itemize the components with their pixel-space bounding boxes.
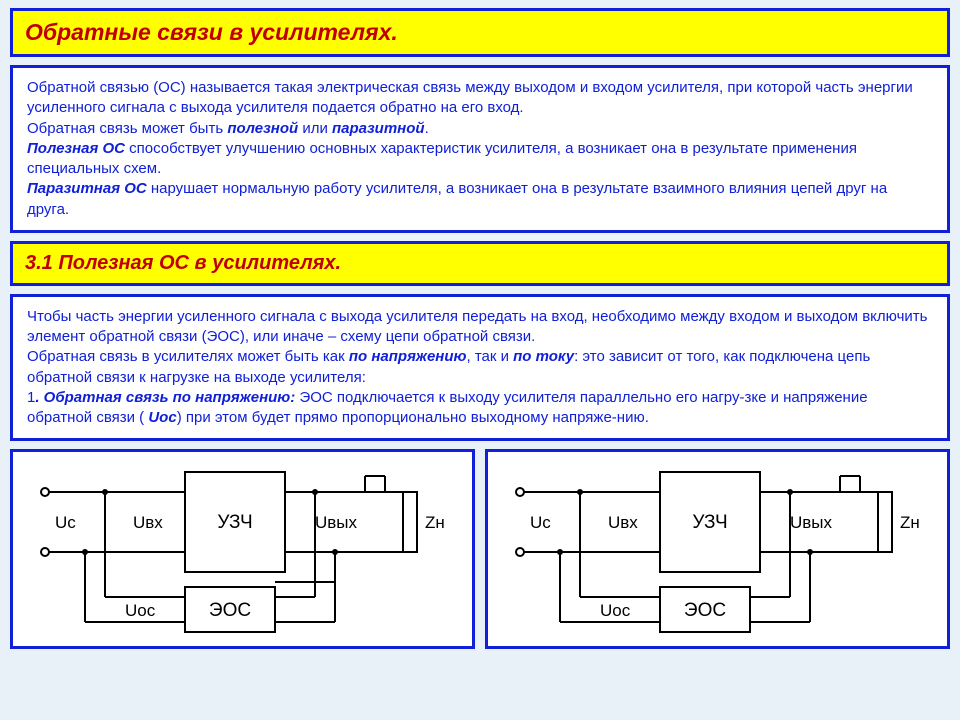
eos-label: ЭОС bbox=[209, 600, 251, 621]
feedback-circuit-svg-right: УЗЧ Zн ЭОС Uс Uвх Uвых bbox=[488, 452, 947, 646]
sb-s3-b: . Обратная связь по напряжению: bbox=[35, 389, 295, 406]
uc-label: Uс bbox=[55, 513, 76, 532]
intro-p3-rest: способствует улучшению основных характер… bbox=[27, 140, 857, 177]
intro-p2-post: . bbox=[425, 120, 429, 137]
zn-label: Zн bbox=[425, 513, 445, 532]
intro-p4-b: Паразитная ОС bbox=[27, 180, 147, 197]
uc-label-r: Uс bbox=[530, 513, 551, 532]
sb-s2-pre: Обратная связь в усилителях может быть к… bbox=[27, 348, 349, 365]
uzch-label-r: УЗЧ bbox=[692, 512, 727, 533]
section-body-panel: Чтобы часть энергии усиленного сигнала с… bbox=[10, 294, 950, 442]
sb-s1: Чтобы часть энергии усиленного сигнала с… bbox=[27, 308, 927, 345]
section-title: 3.1 Полезная ОС в усилителях. bbox=[13, 244, 947, 283]
intro-p2-b2: паразитной bbox=[332, 120, 425, 137]
intro-p2-mid: или bbox=[298, 120, 332, 137]
sb-s2-b1: по напряжению bbox=[349, 348, 467, 365]
section-title-panel: 3.1 Полезная ОС в усилителях. bbox=[10, 241, 950, 286]
intro-panel: Обратной связью (ОС) называется такая эл… bbox=[10, 65, 950, 233]
uvyx-label-r: Uвых bbox=[790, 513, 833, 532]
diagram-left: УЗЧ Zн ЭОС bbox=[10, 449, 475, 649]
intro-p4-rest: нарушает нормальную работу усилителя, а … bbox=[27, 180, 887, 217]
zn-label-r: Zн bbox=[900, 513, 920, 532]
uvyx-label: Uвых bbox=[315, 513, 358, 532]
uoc-label-r: Uос bbox=[600, 601, 631, 620]
uvx-label: Uвх bbox=[133, 513, 163, 532]
intro-body: Обратной связью (ОС) называется такая эл… bbox=[13, 68, 947, 230]
sb-s3-uoc: Uос bbox=[148, 409, 176, 426]
eos-label-r: ЭОС bbox=[684, 600, 726, 621]
feedback-circuit-svg-left: УЗЧ Zн ЭОС bbox=[13, 452, 472, 646]
sb-s2-mid: , так и bbox=[466, 348, 513, 365]
sb-s3-rest-b: ) при этом будет прямо пропорционально в… bbox=[177, 409, 649, 426]
uvx-label-r: Uвх bbox=[608, 513, 638, 532]
section-body: Чтобы часть энергии усиленного сигнала с… bbox=[13, 297, 947, 439]
intro-p1: Обратной связью (ОС) называется такая эл… bbox=[27, 79, 913, 116]
uzch-label: УЗЧ bbox=[217, 512, 252, 533]
intro-p3-b: Полезная ОС bbox=[27, 140, 125, 157]
sb-s2-b2: по току bbox=[513, 348, 574, 365]
intro-p2-b1: полезной bbox=[227, 120, 298, 137]
title-panel: Обратные связи в усилителях. bbox=[10, 8, 950, 57]
diagram-right: УЗЧ Zн ЭОС Uс Uвх Uвых bbox=[485, 449, 950, 649]
diagrams-row: УЗЧ Zн ЭОС bbox=[10, 449, 950, 649]
uoc-label: Uос bbox=[125, 601, 156, 620]
intro-p2-pre: Обратная связь может быть bbox=[27, 120, 227, 137]
page-title: Обратные связи в усилителях. bbox=[13, 11, 947, 54]
